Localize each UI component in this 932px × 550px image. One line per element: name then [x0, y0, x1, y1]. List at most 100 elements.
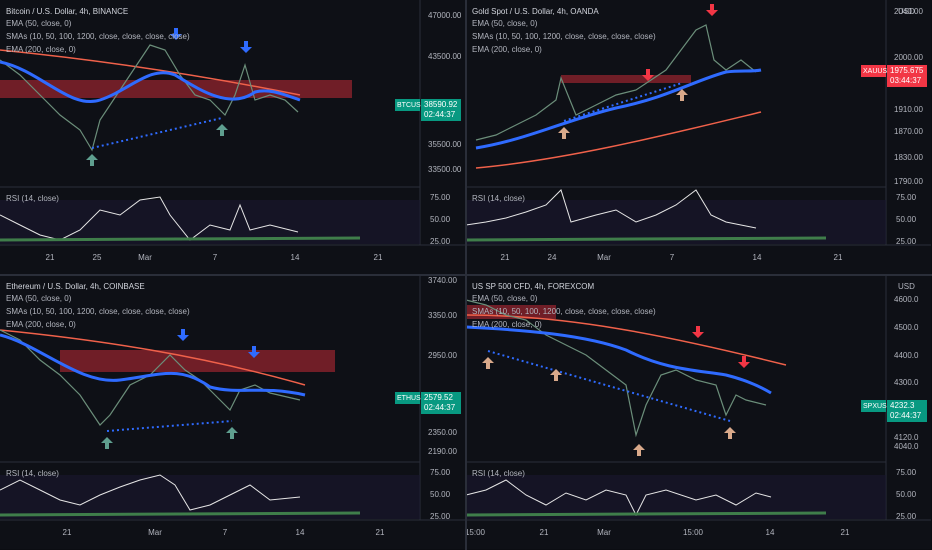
down-arrow	[738, 356, 750, 368]
price-tag	[421, 99, 461, 121]
time-axis-label: 21	[540, 528, 549, 537]
indicator-legend: EMA (200, close, 0)	[472, 320, 542, 329]
ema-line	[465, 325, 772, 395]
currency-label: USD	[898, 7, 915, 16]
price-axis-label: 4040.0	[894, 442, 919, 451]
up-arrow	[216, 124, 228, 136]
indicator-legend: EMA (50, close, 0)	[6, 19, 72, 28]
indicator-legend: EMA (50, close, 0)	[6, 294, 72, 303]
time-axis-label: 7	[223, 528, 228, 537]
resistance-zone	[0, 80, 352, 98]
up-arrow	[724, 427, 736, 439]
price-label: 38590.92	[424, 100, 458, 109]
time-axis-label: Mar	[138, 253, 152, 262]
time-axis-label: 21	[46, 253, 55, 262]
price-axis-label: 43500.00	[428, 52, 462, 61]
ema-line	[0, 333, 306, 397]
rsi-axis-label: 25.00	[430, 237, 451, 246]
rsi-axis-label: 75.00	[430, 468, 451, 477]
price-label: 2579.52	[424, 393, 453, 402]
time-axis-label: 21	[376, 528, 385, 537]
resistance-zone	[60, 350, 335, 372]
up-arrow	[86, 154, 98, 166]
rsi-line	[0, 474, 301, 511]
ma200-line	[0, 329, 306, 386]
price-axis-label: 4120.0	[894, 433, 919, 442]
rsi-title: RSI (14, close)	[472, 469, 525, 478]
rsi-axis-label: 25.00	[896, 237, 917, 246]
up-arrow	[226, 427, 238, 439]
time-axis-label: 14	[766, 528, 775, 537]
trend-dotted	[563, 82, 683, 122]
rsi-axis-label: 50.00	[430, 490, 451, 499]
price-axis-label: 47000.00	[428, 11, 462, 20]
up-arrow	[482, 357, 494, 369]
up-arrow	[550, 369, 562, 381]
rsi-axis-label: 50.00	[430, 215, 451, 224]
down-arrow	[692, 326, 704, 338]
time-axis-label: 15:00	[683, 528, 704, 537]
time-axis-label: 21	[501, 253, 510, 262]
symbol-label: XAUUSD	[863, 68, 892, 75]
time-axis-label: 25	[93, 253, 102, 262]
time-axis-label: 7	[213, 253, 218, 262]
price-axis-label: 35500.00	[428, 140, 462, 149]
rsi-trend	[465, 511, 827, 517]
price-axis-label: 2000.00	[894, 53, 923, 62]
up-arrow	[633, 444, 645, 456]
rsi-title: RSI (14, close)	[6, 194, 59, 203]
ma200-line	[475, 111, 762, 169]
time-axis-label: Mar	[148, 528, 162, 537]
price-axis-label: 1910.00	[894, 105, 923, 114]
rsi-axis-label: 50.00	[896, 215, 917, 224]
time-axis-label: 14	[753, 253, 762, 262]
time-axis-label: 14	[296, 528, 305, 537]
price-line	[475, 24, 757, 141]
rsi-axis-label: 25.00	[430, 512, 451, 521]
ma200-line	[0, 49, 301, 96]
up-arrow	[676, 89, 688, 101]
countdown-label: 02:44:37	[424, 110, 456, 119]
indicator-legend: SMAs (10, 50, 100, 1200, close, close, c…	[472, 32, 656, 41]
price-axis-label: 3350.00	[428, 311, 457, 320]
time-axis-label: Mar	[597, 253, 611, 262]
symbol-tag	[861, 65, 886, 77]
indicator-legend: EMA (200, close, 0)	[6, 320, 76, 329]
indicator-legend: EMA (200, close, 0)	[6, 45, 76, 54]
down-arrow	[642, 69, 654, 81]
chart-panel: US SP 500 CFD, 4h, FOREXCOM EMA (50, clos…	[465, 275, 931, 549]
panel-title: Ethereum / U.S. Dollar, 4h, COINBASE	[6, 282, 145, 291]
rsi-title: RSI (14, close)	[472, 194, 525, 203]
price-axis-label: 1830.00	[894, 153, 923, 162]
rsi-line	[465, 479, 772, 517]
price-axis-label: 2950.00	[428, 351, 457, 360]
indicator-legend: SMAs (10, 50, 100, 1200, close, close, c…	[6, 32, 190, 41]
down-arrow	[177, 329, 189, 341]
rsi-axis-label: 75.00	[896, 193, 917, 202]
time-axis-label: 21	[841, 528, 850, 537]
time-axis-label: 7	[670, 253, 675, 262]
chart-panel: Gold Spot / U.S. Dollar, 4h, OANDA EMA (5…	[465, 0, 931, 274]
indicator-legend: EMA (200, close, 0)	[472, 45, 542, 54]
price-label: 4232.3	[890, 401, 915, 410]
rsi-axis-label: 75.00	[896, 468, 917, 477]
panel-title: Bitcoin / U.S. Dollar, 4h, BINANCE	[6, 7, 128, 16]
price-tag	[421, 392, 461, 414]
price-line	[0, 44, 299, 152]
down-arrow	[706, 4, 718, 16]
currency-label: USD	[898, 282, 915, 291]
rsi-title: RSI (14, close)	[6, 469, 59, 478]
panel-title: Gold Spot / U.S. Dollar, 4h, OANDA	[472, 7, 599, 16]
rsi-trend	[0, 511, 361, 517]
rsi-axis-label: 25.00	[896, 512, 917, 521]
price-axis-label: 4400.0	[894, 351, 919, 360]
rsi-trend	[465, 236, 827, 242]
chart-panel: Ethereum / U.S. Dollar, 4h, COINBASE EMA …	[0, 275, 465, 549]
price-axis-label: 4500.0	[894, 323, 919, 332]
rsi-trend	[0, 236, 361, 242]
price-axis-label: 1870.00	[894, 127, 923, 136]
time-axis-label: Mar	[597, 528, 611, 537]
price-line	[465, 299, 767, 438]
resistance-zone	[561, 75, 691, 83]
